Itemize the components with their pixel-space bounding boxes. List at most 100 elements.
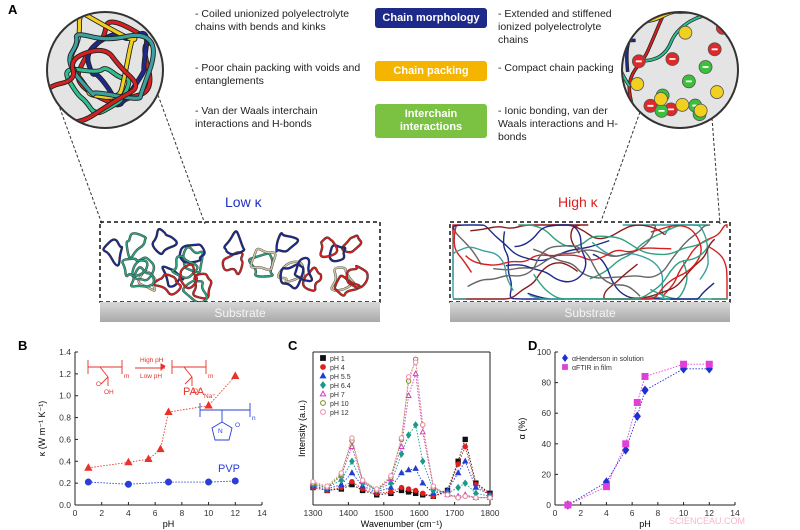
series-line <box>312 445 491 497</box>
marker <box>398 435 405 441</box>
x-tick-label: 14 <box>730 508 740 518</box>
marker <box>412 359 419 365</box>
marker <box>472 483 480 490</box>
x-tick-label: 2 <box>99 508 104 518</box>
marker <box>420 422 426 428</box>
left-point: - Coiled unionized polyelectrolyte chain… <box>195 8 350 33</box>
right-point: - Ionic bonding, van der Waals interacti… <box>498 105 618 143</box>
legend-marker <box>562 364 568 370</box>
substrate <box>100 302 380 322</box>
chain <box>467 244 641 297</box>
chain <box>277 261 305 283</box>
chain <box>102 238 123 267</box>
marker <box>156 444 165 453</box>
legend-marker <box>319 390 327 397</box>
marker <box>405 486 412 492</box>
zoom-lines <box>57 94 721 225</box>
bond <box>184 376 193 385</box>
legend-label: αFTIR in film <box>572 365 612 372</box>
x-tick-label: 0 <box>553 508 558 518</box>
x-tick-label: 10 <box>204 508 214 518</box>
marker <box>419 457 426 465</box>
marker <box>310 478 316 485</box>
y-tick-label: 1.0 <box>59 391 71 401</box>
annotation: O <box>96 381 101 388</box>
y-tick-label: 100 <box>537 347 551 357</box>
y-tick-label: 0.4 <box>59 456 71 466</box>
chain <box>222 251 244 275</box>
chain <box>533 245 709 300</box>
left-point: - Poor chain packing with voids and enta… <box>195 62 361 87</box>
right-point: - Extended and stiffened ionized polyele… <box>498 8 612 46</box>
marker <box>462 444 468 450</box>
x-tick-label: 14 <box>257 508 267 518</box>
x-tick-label: 6 <box>630 508 635 518</box>
chain <box>182 279 208 304</box>
chain <box>334 275 361 297</box>
marker <box>338 480 345 487</box>
annotation: m <box>208 373 213 380</box>
marker <box>420 490 426 497</box>
chain <box>279 263 305 290</box>
marker <box>124 457 133 466</box>
marker <box>473 495 479 501</box>
x-tick-label: 10 <box>679 508 689 518</box>
substrate <box>450 302 730 322</box>
y-tick-label: 1.2 <box>59 369 71 379</box>
marker <box>84 463 93 471</box>
annotation: N <box>218 428 223 435</box>
chart: B 0 2 4 6 8 10 12 14 0.0 0.2 0.4 0.6 0.8 1.0 1.2 1.4 pH κ … <box>18 338 267 529</box>
marker <box>462 493 468 499</box>
ion <box>678 25 693 40</box>
chain <box>452 246 514 300</box>
x-tick-label: 1300 <box>304 508 323 518</box>
x-axis-label: Wavenumber (cm⁻¹) <box>361 519 442 529</box>
ion <box>654 92 668 106</box>
arrow-head <box>160 363 166 372</box>
marker <box>405 431 412 439</box>
series-line <box>312 360 490 499</box>
annotation: Low pH <box>140 373 162 380</box>
legend-label: pH 4 <box>330 365 345 372</box>
marker <box>231 477 239 485</box>
ion <box>710 85 724 99</box>
marker <box>680 360 688 368</box>
series-label: PAA <box>183 386 205 398</box>
high-k-label: High κ <box>558 194 599 210</box>
marker <box>124 480 132 488</box>
panel-label: D <box>528 338 537 353</box>
panel-label: C <box>288 338 298 353</box>
x-tick-label: 1600 <box>410 508 429 518</box>
x-tick-label: 4 <box>604 508 609 518</box>
marker <box>144 454 153 462</box>
x-tick-label: 2 <box>578 508 583 518</box>
left-point: - Van der Waals interchain interactions … <box>195 105 318 130</box>
chain <box>153 273 182 296</box>
legend-label: pH 6.4 <box>330 383 351 390</box>
ion <box>675 97 690 112</box>
marker <box>462 436 468 443</box>
y-tick-label: 0.6 <box>59 434 71 444</box>
y-axis-label: κ (W m⁻¹ K⁻¹) <box>37 401 47 457</box>
x-tick-label: 1400 <box>339 508 358 518</box>
marker <box>349 435 355 441</box>
marker <box>231 371 240 379</box>
y-tick-label: 80 <box>542 378 552 388</box>
marker <box>398 469 405 476</box>
ion <box>693 103 708 118</box>
series-line <box>567 363 710 506</box>
annotation: Na⁺ <box>204 393 216 400</box>
bond <box>99 366 109 378</box>
marker <box>461 457 469 464</box>
annotation: High pH <box>140 357 164 364</box>
chain <box>345 265 369 289</box>
marker <box>412 487 419 494</box>
annotation: O <box>235 422 240 429</box>
marker <box>405 374 412 380</box>
chain <box>161 265 184 288</box>
ring <box>211 421 233 441</box>
marker <box>455 461 461 467</box>
chain <box>65 67 131 115</box>
structure <box>87 360 251 441</box>
